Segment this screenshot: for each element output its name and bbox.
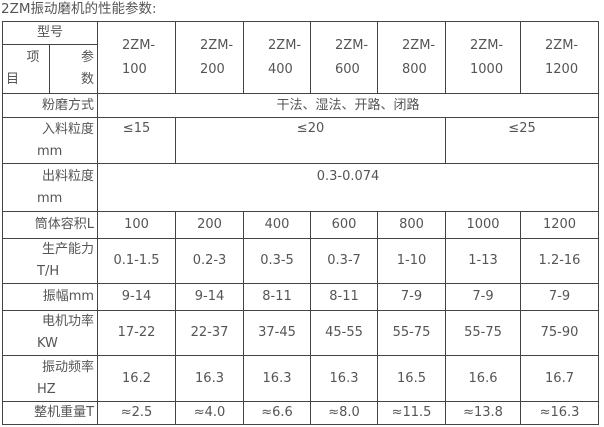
value-cell: 16.5 [377,355,447,402]
row-label: 生产能力 T/H [1,238,99,284]
value-cell: 0.3-7 [310,238,379,284]
row-label: 振动频率 HZ [1,355,99,402]
value-cell: 600 [310,211,379,239]
value-cell: 1.2-16 [520,238,600,284]
row-label: 电机功率 KW [1,310,99,356]
performance-table: 型号 2ZM- 100 2ZM- 200 2ZM- 400 2ZM- 600 2ZM- 8… [1,21,600,425]
row-label: 入料粒度 mm [1,117,99,164]
row-label: 整机重量T [1,401,99,425]
row-label: 振幅mm [1,283,99,311]
value-cell: 800 [377,211,447,239]
value-cell: 400 [243,211,312,239]
value-cell: 37-45 [243,310,312,356]
value-cell: 0.3-5 [243,238,312,284]
model-cell: 2ZM- 400 [243,21,312,94]
value-cell: ≈16.3 [520,401,600,425]
value-cell: 9-14 [97,283,177,311]
value-cell: 55-75 [445,310,522,356]
value-cell: 75-90 [520,310,600,356]
value-cell: 8-11 [243,283,312,311]
model-cell: 2ZM- 800 [377,21,447,94]
value-cell: 16.3 [310,355,379,402]
feed-value: ≤25 [445,117,600,164]
value-cell: ≈13.8 [445,401,522,425]
value-cell: 16.2 [97,355,177,402]
model-header: 型号 [1,21,99,45]
value-cell: ≈11.5 [377,401,447,425]
value-cell: 22-37 [175,310,245,356]
value-cell: 8-11 [310,283,379,311]
model-cell: 2ZM- 1000 [445,21,522,94]
value-cell: 100 [97,211,177,239]
value-cell: 0.1-1.5 [97,238,177,284]
value-cell: 1-10 [377,238,447,284]
value-cell: 9-14 [175,283,245,311]
value-cell: ≈4.0 [175,401,245,425]
grinding-value: 干法、湿法、开路、闭路 [97,93,600,118]
value-cell: 17-22 [97,310,177,356]
feed-value: ≤20 [175,117,447,164]
value-cell: 1200 [520,211,600,239]
model-cell: 2ZM- 200 [175,21,245,94]
value-cell: ≈2.5 [97,401,177,425]
model-cell: 2ZM- 100 [97,21,177,94]
table-title: 2ZM振动磨机的性能参数: [1,1,157,17]
value-cell: 16.6 [445,355,522,402]
model-cell: 2ZM- 1200 [520,21,600,94]
feed-value: ≤15 [97,117,177,164]
item-header: 项目 [2,44,50,94]
value-cell: 1000 [445,211,522,239]
row-label: 出料粒度 mm [1,163,99,212]
output-value: 0.3-0.074 [97,163,600,212]
row-label: 粉磨方式 [1,93,99,118]
value-cell: 1-13 [445,238,522,284]
value-cell: ≈6.6 [243,401,312,425]
value-cell: 7-9 [377,283,447,311]
value-cell: 7-9 [520,283,600,311]
value-cell: 16.3 [243,355,312,402]
value-cell: 16.7 [520,355,600,402]
value-cell: 200 [175,211,245,239]
value-cell: 7-9 [445,283,522,311]
value-cell: 45-55 [310,310,379,356]
value-cell: 55-75 [377,310,447,356]
value-cell: 16.3 [175,355,245,402]
param-header: 参数 [48,44,99,94]
value-cell: ≈8.0 [310,401,379,425]
row-label: 筒体容积L [1,211,99,239]
model-cell: 2ZM- 600 [310,21,379,94]
value-cell: 0.2-3 [175,238,245,284]
